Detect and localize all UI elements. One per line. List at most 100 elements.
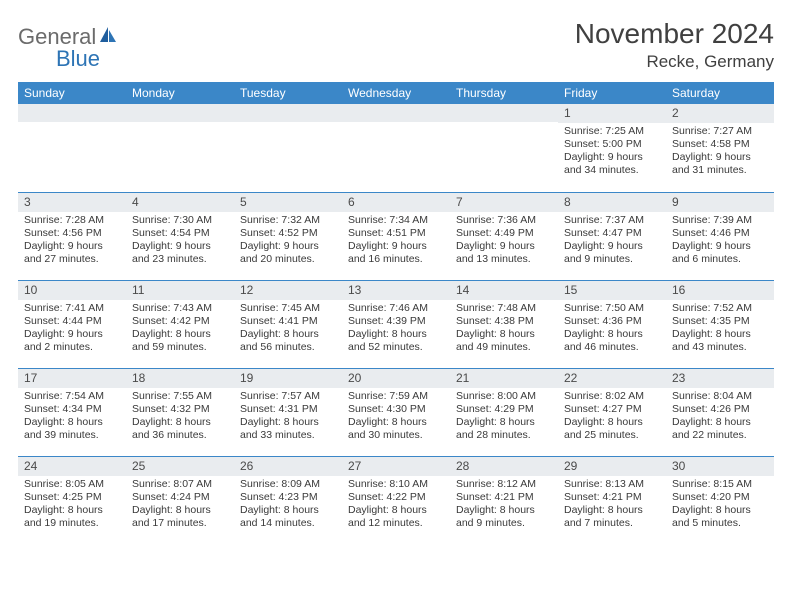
cell-line: Daylight: 8 hours and 30 minutes. [348,416,444,442]
calendar-week: 10Sunrise: 7:41 AMSunset: 4:44 PMDayligh… [18,280,774,368]
calendar-body: 1Sunrise: 7:25 AMSunset: 5:00 PMDaylight… [18,104,774,544]
calendar-cell [342,104,450,192]
day-number: 1 [558,104,666,123]
calendar-cell: 26Sunrise: 8:09 AMSunset: 4:23 PMDayligh… [234,456,342,544]
day-number: 29 [558,457,666,476]
cell-line: Daylight: 9 hours and 27 minutes. [24,240,120,266]
day-number: 18 [126,369,234,388]
cell-line: Sunrise: 8:13 AM [564,478,660,491]
calendar-cell: 28Sunrise: 8:12 AMSunset: 4:21 PMDayligh… [450,456,558,544]
day-number: 8 [558,193,666,212]
cell-body: Sunrise: 7:59 AMSunset: 4:30 PMDaylight:… [342,390,450,447]
cell-line: Sunset: 4:44 PM [24,315,120,328]
cell-line: Sunset: 5:00 PM [564,138,660,151]
cell-line: Daylight: 8 hours and 17 minutes. [132,504,228,530]
calendar-cell: 16 Sunrise: 7:52 AMSunset: 4:35 PMDayligh… [666,280,774,368]
cell-line: Daylight: 8 hours and 5 minutes. [672,504,768,530]
cell-body: Sunrise: 7:45 AMSunset: 4:41 PMDaylight:… [234,302,342,359]
calendar-cell: 22Sunrise: 8:02 AMSunset: 4:27 PMDayligh… [558,368,666,456]
calendar-cell: 24Sunrise: 8:05 AMSunset: 4:25 PMDayligh… [18,456,126,544]
calendar-cell: 19Sunrise: 7:57 AMSunset: 4:31 PMDayligh… [234,368,342,456]
calendar-cell: 4Sunrise: 7:30 AMSunset: 4:54 PMDaylight… [126,192,234,280]
cell-line: Daylight: 9 hours and 23 minutes. [132,240,228,266]
cell-line: Daylight: 8 hours and 22 minutes. [672,416,768,442]
calendar-cell: 5 Sunrise: 7:32 AMSunset: 4:52 PMDaylight… [234,192,342,280]
day-header: Saturday [666,82,774,104]
calendar-cell: 17Sunrise: 7:54 AMSunset: 4:34 PMDayligh… [18,368,126,456]
day-number: 2 [666,104,774,123]
cell-line: Sunrise: 7:34 AM [348,214,444,227]
cell-line: Sunrise: 7:30 AM [132,214,228,227]
cell-line: Sunrise: 7:43 AM [132,302,228,315]
cell-line: Daylight: 9 hours and 20 minutes. [240,240,336,266]
day-number: 13 [342,281,450,300]
calendar-cell: 21Sunrise: 8:00 AMSunset: 4:29 PMDayligh… [450,368,558,456]
calendar-table: SundayMondayTuesdayWednesdayThursdayFrid… [18,82,774,544]
cell-body: Sunrise: 7:41 AMSunset: 4:44 PMDaylight:… [18,302,126,359]
calendar-cell [450,104,558,192]
cell-body: Sunrise: 7:28 AMSunset: 4:56 PMDaylight:… [18,214,126,271]
cell-line: Sunset: 4:51 PM [348,227,444,240]
cell-line: Sunrise: 8:04 AM [672,390,768,403]
cell-body: Sunrise: 7:30 AMSunset: 4:54 PMDaylight:… [126,214,234,271]
calendar-cell: 7Sunrise: 7:36 AMSunset: 4:49 PMDaylight… [450,192,558,280]
day-number: 30 [666,457,774,476]
calendar-cell: 10Sunrise: 7:41 AMSunset: 4:44 PMDayligh… [18,280,126,368]
cell-line: Sunset: 4:38 PM [456,315,552,328]
cell-line: Sunset: 4:25 PM [24,491,120,504]
calendar-cell: 13 Sunrise: 7:46 AMSunset: 4:39 PMDayligh… [342,280,450,368]
cell-line: Sunset: 4:49 PM [456,227,552,240]
cell-body: Sunrise: 7:50 AMSunset: 4:36 PMDaylight:… [558,302,666,359]
calendar-cell: 15Sunrise: 7:50 AMSunset: 4:36 PMDayligh… [558,280,666,368]
cell-line: Daylight: 8 hours and 39 minutes. [24,416,120,442]
calendar-cell: 1Sunrise: 7:25 AMSunset: 5:00 PMDaylight… [558,104,666,192]
day-number [126,104,234,122]
calendar-cell: 27Sunrise: 8:10 AMSunset: 4:22 PMDayligh… [342,456,450,544]
cell-line: Sunrise: 7:39 AM [672,214,768,227]
cell-body: Sunrise: 7:32 AMSunset: 4:52 PMDaylight:… [234,214,342,271]
cell-line: Sunset: 4:42 PM [132,315,228,328]
day-header: Thursday [450,82,558,104]
cell-line: Sunrise: 8:05 AM [24,478,120,491]
cell-line: Sunrise: 7:59 AM [348,390,444,403]
cell-line: Sunset: 4:56 PM [24,227,120,240]
day-number: 9 [666,193,774,212]
cell-line: Daylight: 8 hours and 7 minutes. [564,504,660,530]
cell-body: Sunrise: 7:52 AMSunset: 4:35 PMDaylight:… [666,302,774,359]
day-number: 23 [666,369,774,388]
cell-body [126,124,234,128]
cell-line: Daylight: 8 hours and 33 minutes. [240,416,336,442]
cell-line: Daylight: 9 hours and 13 minutes. [456,240,552,266]
cell-line: Sunrise: 7:37 AM [564,214,660,227]
cell-line: Daylight: 9 hours and 9 minutes. [564,240,660,266]
cell-line: Daylight: 9 hours and 34 minutes. [564,151,660,177]
calendar-cell: 3Sunrise: 7:28 AMSunset: 4:56 PMDaylight… [18,192,126,280]
cell-line: Sunset: 4:22 PM [348,491,444,504]
cell-line: Daylight: 8 hours and 59 minutes. [132,328,228,354]
calendar-cell: 14Sunrise: 7:48 AMSunset: 4:38 PMDayligh… [450,280,558,368]
day-number: 5 [234,193,342,212]
calendar-cell: 18Sunrise: 7:55 AMSunset: 4:32 PMDayligh… [126,368,234,456]
cell-line: Daylight: 8 hours and 14 minutes. [240,504,336,530]
cell-body: Sunrise: 7:46 AMSunset: 4:39 PMDaylight:… [342,302,450,359]
day-number [450,104,558,122]
cell-line: Sunrise: 7:36 AM [456,214,552,227]
day-number: 19 [234,369,342,388]
day-number: 20 [342,369,450,388]
cell-line: Sunset: 4:24 PM [132,491,228,504]
cell-body: Sunrise: 8:15 AMSunset: 4:20 PMDaylight:… [666,478,774,535]
cell-body [18,124,126,128]
cell-body: Sunrise: 8:10 AMSunset: 4:22 PMDaylight:… [342,478,450,535]
cell-line: Sunrise: 7:28 AM [24,214,120,227]
day-number [342,104,450,122]
cell-line: Sunrise: 7:54 AM [24,390,120,403]
cell-line: Sunset: 4:58 PM [672,138,768,151]
day-number: 16 [666,281,774,300]
cell-line: Sunset: 4:26 PM [672,403,768,416]
cell-line: Daylight: 8 hours and 46 minutes. [564,328,660,354]
cell-line: Sunset: 4:52 PM [240,227,336,240]
cell-line: Sunrise: 7:46 AM [348,302,444,315]
cell-line: Sunrise: 7:50 AM [564,302,660,315]
cell-line: Sunset: 4:30 PM [348,403,444,416]
cell-body: Sunrise: 7:54 AMSunset: 4:34 PMDaylight:… [18,390,126,447]
